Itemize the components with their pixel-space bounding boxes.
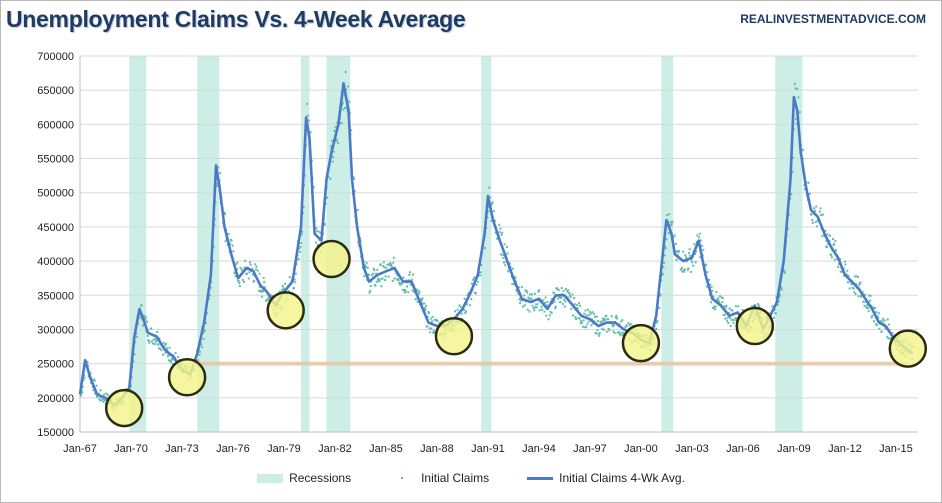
x-tick-label-16: Jan-15 xyxy=(879,443,913,455)
y-tick-label-3: 550000 xyxy=(37,154,74,166)
x-tick-label-3: Jan-76 xyxy=(216,443,250,455)
x-tick-label-1: Jan-70 xyxy=(114,443,148,455)
recession-band-4 xyxy=(481,56,492,432)
y-tick-label-1: 650000 xyxy=(37,85,74,97)
trough-circle-0 xyxy=(104,388,144,428)
recession-band-0 xyxy=(129,56,147,432)
y-tick-label-2: 600000 xyxy=(37,119,74,131)
trough-circles xyxy=(104,239,928,428)
trough-circle-6 xyxy=(735,306,775,346)
y-tick-label-8: 300000 xyxy=(37,324,74,336)
trough-circle-4 xyxy=(434,317,474,356)
y-tick-label-5: 450000 xyxy=(37,222,74,234)
y-tick-label-7: 350000 xyxy=(37,290,74,302)
avg-line xyxy=(78,82,914,407)
y-axis-ticks: 700000 650000 600000 550000 500000 450000 4000… xyxy=(37,51,74,439)
legend: Recessions Initial Claims Initial Claims… xyxy=(0,468,942,488)
recession-band-5 xyxy=(661,56,674,432)
legend-swatch-initial-claims xyxy=(389,473,415,483)
x-tick-label-2: Jan-73 xyxy=(165,443,199,455)
avg-line-group xyxy=(78,82,914,407)
legend-swatch-recessions xyxy=(257,473,284,483)
y-tick-label-4: 500000 xyxy=(37,188,74,200)
trough-circle-1 xyxy=(167,358,207,397)
legend-item-recessions: Recessions xyxy=(257,471,351,485)
trough-circle-3 xyxy=(312,239,351,279)
x-tick-label-11: Jan-00 xyxy=(624,443,658,455)
source-label: REALINVESTMENTADVICE.COM xyxy=(740,12,926,26)
trough-circle-2 xyxy=(266,291,305,330)
recession-band-1 xyxy=(197,56,220,432)
gridlines xyxy=(79,55,918,433)
y-tick-label-10: 200000 xyxy=(37,393,74,405)
x-tick-label-7: Jan-88 xyxy=(420,443,454,455)
y-tick-label-9: 250000 xyxy=(37,359,74,371)
legend-label-4wk-avg: Initial Claims 4-Wk Avg. xyxy=(559,471,685,485)
y-tick-label-11: 150000 xyxy=(37,427,74,439)
x-tick-label-10: Jan-97 xyxy=(573,443,607,455)
x-tick-label-14: Jan-09 xyxy=(777,443,811,455)
chart-title: Unemployment Claims Vs. 4-Week Average xyxy=(6,6,466,32)
x-tick-label-6: Jan-85 xyxy=(369,443,403,455)
legend-label-recessions: Recessions xyxy=(289,471,352,485)
x-tick-label-8: Jan-91 xyxy=(471,443,505,455)
legend-item-initial-claims: Initial Claims xyxy=(389,471,489,485)
trough-circle-7 xyxy=(888,329,928,368)
trough-circle-5 xyxy=(621,323,661,363)
x-tick-label-4: Jan-79 xyxy=(267,443,301,455)
legend-item-4wk-avg: Initial Claims 4-Wk Avg. xyxy=(527,471,685,485)
y-tick-label-6: 400000 xyxy=(37,256,74,268)
x-tick-label-0: Jan-67 xyxy=(63,443,97,455)
recession-band-2 xyxy=(300,56,310,432)
x-axis-ticks: Jan-67 Jan-70 Jan-73 Jan-76 Jan-79 Jan-82 Jan-… xyxy=(63,443,913,455)
x-tick-label-12: Jan-03 xyxy=(675,443,709,455)
x-tick-label-15: Jan-12 xyxy=(828,443,862,455)
legend-label-initial-claims: Initial Claims xyxy=(421,471,490,485)
x-tick-label-13: Jan-06 xyxy=(726,443,760,455)
y-tick-label-0: 700000 xyxy=(37,51,74,63)
x-tick-label-5: Jan-82 xyxy=(318,443,352,455)
x-tick-label-9: Jan-94 xyxy=(522,443,556,455)
legend-swatch-4wk-avg xyxy=(527,476,554,480)
